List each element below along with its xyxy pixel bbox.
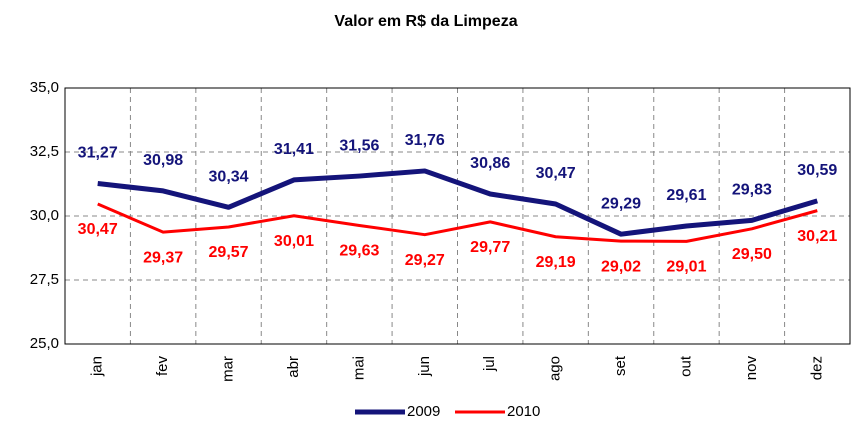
data-label: 30,34	[209, 169, 249, 186]
x-tick-label: fev	[154, 356, 171, 377]
data-label: 29,50	[732, 246, 772, 263]
y-tick-label: 25,0	[30, 335, 59, 352]
x-tick-label: dez	[808, 356, 825, 380]
chart-title: Valor em R$ da Limpeza	[334, 13, 517, 30]
data-label: 31,27	[78, 145, 118, 162]
x-tick-label: abr	[285, 356, 302, 378]
data-label: 29,19	[536, 254, 576, 271]
x-tick-label: jul	[481, 356, 498, 372]
y-tick-label: 32,5	[30, 143, 59, 160]
y-tick-label: 27,5	[30, 271, 59, 288]
y-tick-label: 35,0	[30, 79, 59, 96]
x-tick-label: mar	[220, 356, 237, 382]
data-label: 29,57	[209, 244, 249, 261]
data-label: 29,27	[405, 252, 445, 269]
data-label: 31,56	[339, 137, 379, 154]
data-label: 30,47	[78, 221, 118, 238]
data-label: 29,37	[143, 249, 183, 266]
data-label: 29,63	[339, 243, 379, 260]
data-label: 29,83	[732, 182, 772, 199]
plot-border	[64, 87, 851, 345]
x-tick-label: set	[612, 355, 629, 376]
data-label: 30,47	[536, 165, 576, 182]
data-label: 30,01	[274, 233, 314, 250]
data-label: 30,59	[797, 162, 837, 179]
x-tick-label: jan	[89, 356, 106, 377]
legend-label: 2009	[407, 403, 440, 420]
data-label: 31,41	[274, 141, 314, 158]
x-tick-label: jun	[416, 356, 433, 377]
y-tick-label: 30,0	[30, 207, 59, 224]
data-label: 30,86	[470, 155, 510, 172]
series-line	[97, 202, 818, 243]
data-label: 29,77	[470, 239, 510, 256]
data-label: 30,98	[143, 152, 183, 169]
legend-label: 2010	[507, 403, 540, 420]
x-tick-label: ago	[547, 356, 564, 381]
data-label: 30,21	[797, 228, 837, 245]
data-label: 29,02	[601, 258, 641, 275]
data-label: 31,76	[405, 132, 445, 149]
x-tick-label: mai	[350, 356, 367, 380]
data-label: 29,61	[666, 187, 706, 204]
data-label: 29,29	[601, 195, 641, 212]
x-tick-label: out	[677, 355, 694, 377]
data-label: 29,01	[666, 259, 706, 276]
series-line	[97, 168, 819, 237]
x-tick-label: nov	[743, 356, 760, 381]
